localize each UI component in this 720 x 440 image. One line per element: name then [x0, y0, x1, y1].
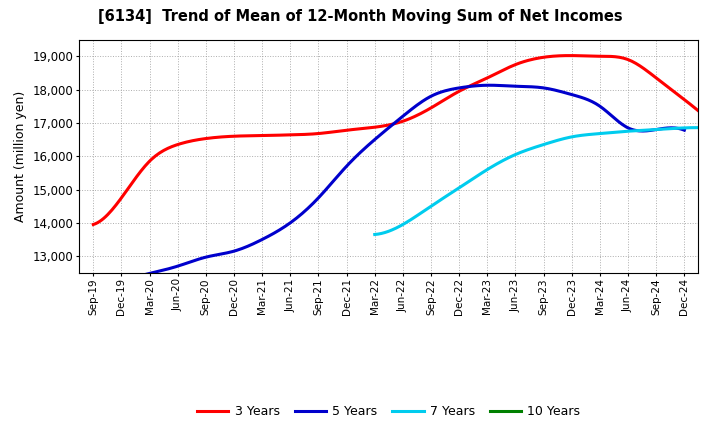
5 Years	[593, 102, 602, 107]
Line: 5 Years: 5 Years	[122, 85, 684, 281]
3 Years	[613, 54, 621, 59]
7 Years	[572, 133, 580, 139]
3 Years	[565, 53, 574, 58]
3 Years	[456, 88, 464, 94]
5 Years	[462, 84, 470, 90]
Line: 3 Years: 3 Years	[94, 55, 713, 224]
7 Years	[708, 125, 717, 131]
7 Years	[372, 232, 380, 237]
5 Years	[450, 86, 459, 92]
5 Years	[629, 127, 638, 132]
5 Years	[452, 86, 461, 91]
3 Years	[708, 120, 717, 125]
7 Years	[655, 127, 664, 132]
7 Years	[677, 125, 685, 131]
7 Years	[577, 133, 586, 138]
3 Years	[458, 87, 467, 92]
7 Years	[693, 125, 701, 130]
7 Years	[570, 134, 579, 139]
5 Years	[119, 278, 127, 283]
3 Years	[91, 221, 99, 227]
Y-axis label: Amount (million yen): Amount (million yen)	[14, 91, 27, 222]
Text: [6134]  Trend of Mean of 12-Month Moving Sum of Net Incomes: [6134] Trend of Mean of 12-Month Moving …	[98, 9, 622, 24]
5 Years	[485, 83, 493, 88]
5 Years	[117, 279, 126, 284]
7 Years	[370, 232, 379, 237]
5 Years	[680, 128, 688, 133]
3 Years	[89, 222, 98, 227]
Line: 7 Years: 7 Years	[374, 128, 713, 235]
Legend: 3 Years, 5 Years, 7 Years, 10 Years: 3 Years, 5 Years, 7 Years, 10 Years	[192, 400, 585, 423]
3 Years	[468, 82, 477, 88]
3 Years	[652, 76, 661, 81]
